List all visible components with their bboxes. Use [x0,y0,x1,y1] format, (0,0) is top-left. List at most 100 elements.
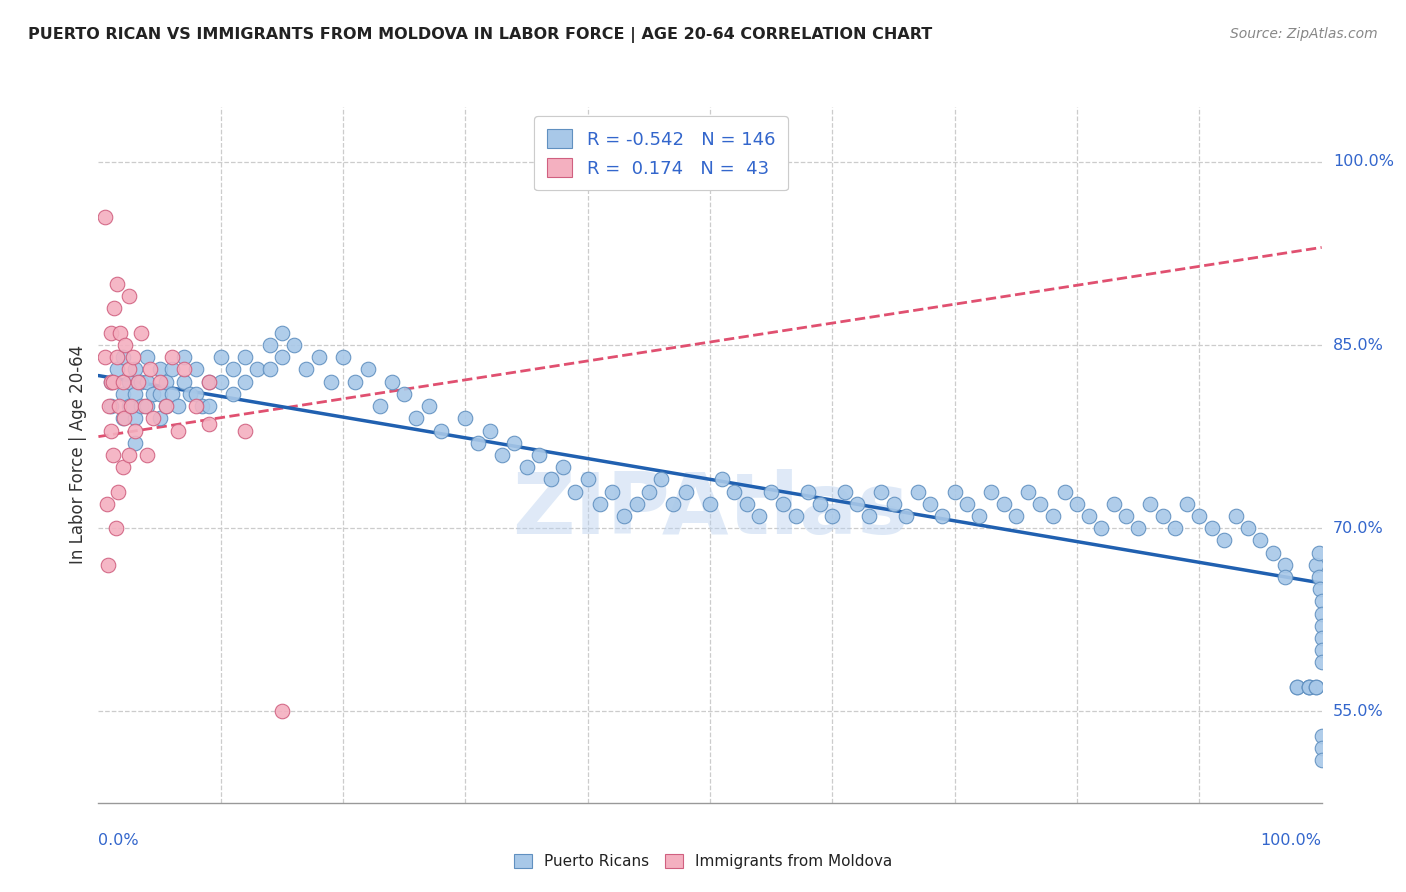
Point [149,387,172,401]
Point [270,351,294,365]
Point [160,362,183,376]
Point [1053,484,1076,499]
Point [491,448,513,462]
Point [160,387,183,401]
Point [120,399,142,413]
Point [100,399,122,413]
Point [124,411,146,425]
Point [1042,508,1064,523]
Point [1308,545,1330,559]
Point [515,460,537,475]
Point [308,351,330,365]
Point [107,484,129,499]
Point [259,338,281,352]
Point [295,362,318,376]
Point [993,497,1015,511]
Legend: R = -0.542   N = 146, R =  0.174   N =  43: R = -0.542 N = 146, R = 0.174 N = 43 [534,116,787,190]
Point [1152,508,1174,523]
Point [136,351,159,365]
Point [1004,508,1026,523]
Point [956,497,979,511]
Point [93,351,115,365]
Point [637,484,661,499]
Point [136,399,159,413]
Point [553,460,575,475]
Point [104,521,127,535]
Point [142,387,165,401]
Point [1175,497,1198,511]
Point [100,375,122,389]
Point [1310,753,1333,767]
Point [173,362,195,376]
Point [711,472,734,486]
Point [1310,607,1333,621]
Point [111,351,134,365]
Point [332,351,354,365]
Point [1274,570,1296,584]
Point [478,424,501,438]
Point [1017,484,1039,499]
Point [118,448,141,462]
Point [197,417,219,432]
Point [576,472,599,486]
Point [222,387,245,401]
Point [1298,680,1320,694]
Text: 70.0%: 70.0% [1333,521,1384,536]
Point [699,497,721,511]
Point [233,424,256,438]
Text: 100.0%: 100.0% [1333,154,1393,169]
Point [111,460,134,475]
Point [1164,521,1187,535]
Point [1115,508,1137,523]
Point [270,704,294,718]
Point [1237,521,1260,535]
Point [980,484,1002,499]
Point [139,362,162,376]
Point [735,497,758,511]
Point [112,411,135,425]
Point [129,326,152,340]
Point [127,375,149,389]
Point [173,351,195,365]
Point [503,435,526,450]
Point [209,375,232,389]
Point [418,399,440,413]
Point [527,448,550,462]
Point [467,435,489,450]
Point [270,326,294,340]
Point [1029,497,1052,511]
Point [1286,680,1309,694]
Point [233,375,256,389]
Point [821,508,844,523]
Text: PUERTO RICAN VS IMMIGRANTS FROM MOLDOVA IN LABOR FORCE | AGE 20-64 CORRELATION C: PUERTO RICAN VS IMMIGRANTS FROM MOLDOVA … [28,27,932,43]
Point [1310,729,1333,743]
Point [155,399,177,413]
Point [110,326,132,340]
Point [1308,570,1330,584]
Point [1201,521,1223,535]
Point [564,484,586,499]
Point [1309,582,1331,597]
Point [1286,680,1309,694]
Point [344,375,367,389]
Point [858,508,880,523]
Point [173,375,195,389]
Point [136,448,159,462]
Point [1139,497,1161,511]
Point [179,387,201,401]
Point [101,375,124,389]
Point [1310,619,1333,633]
Point [118,289,141,303]
Point [186,362,208,376]
Point [111,387,134,401]
Point [808,497,831,511]
Point [246,362,269,376]
Point [93,210,115,224]
Point [967,508,990,523]
Point [105,277,128,291]
Point [675,484,697,499]
Point [907,484,929,499]
Point [589,497,612,511]
Point [405,411,427,425]
Point [920,497,942,511]
